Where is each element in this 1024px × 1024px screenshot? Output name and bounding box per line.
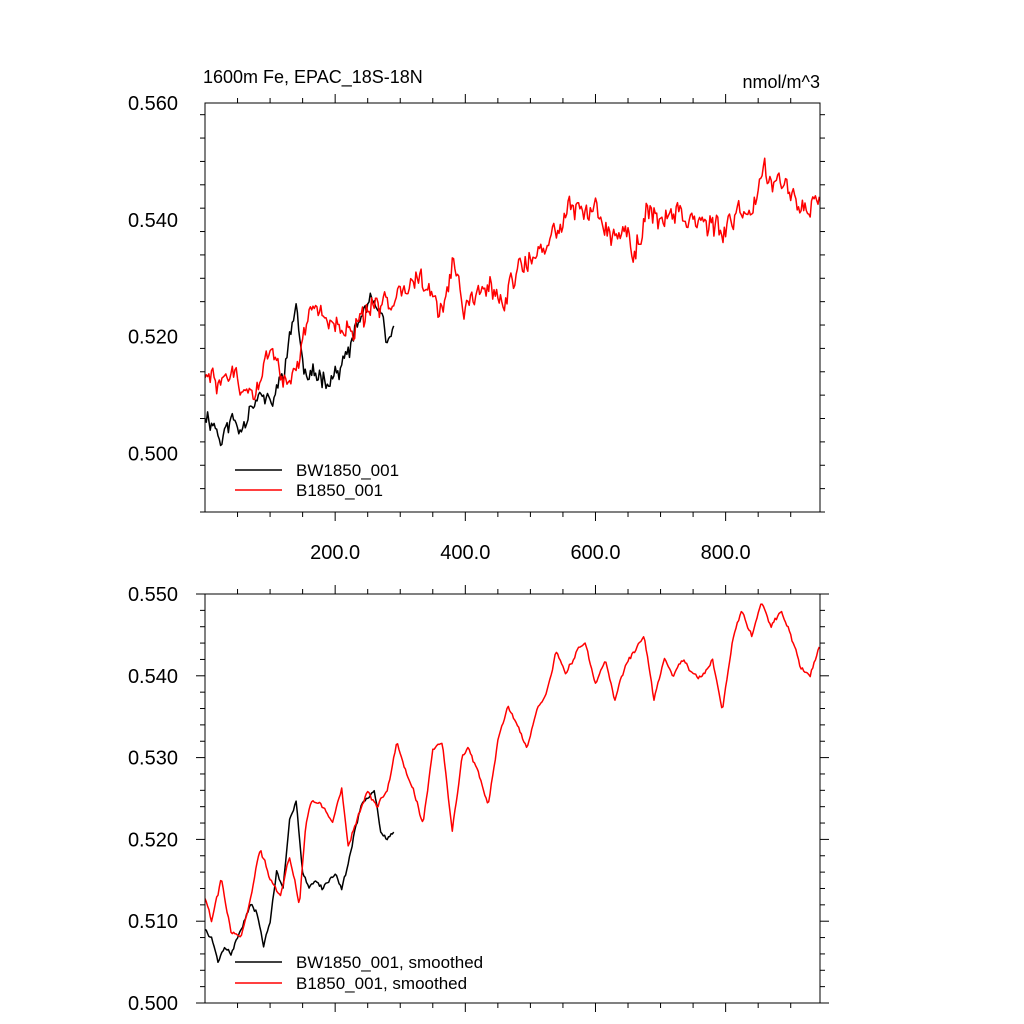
top-series-layer bbox=[205, 157, 820, 447]
bottom-series-layer bbox=[205, 603, 820, 964]
plot-frame bbox=[204, 102, 821, 513]
legend-label-bw1850: BW1850_001 bbox=[296, 461, 399, 480]
series-line-top-bw1850 bbox=[205, 292, 395, 447]
y-tick-label: 0.520 bbox=[128, 829, 178, 851]
y-tick-label: 0.540 bbox=[128, 210, 178, 232]
top-panel: 1600m Fe, EPAC_18S-18N nmol/m^3 0.5000.5… bbox=[128, 67, 825, 564]
y-tick-label: 0.500 bbox=[128, 993, 178, 1015]
units-label: nmol/m^3 bbox=[743, 72, 820, 92]
bottom-axis-layer: 0.500 0.510 0.520 0.530 0.540 0.550 bbox=[128, 584, 829, 1015]
series-line-top-b1850 bbox=[205, 157, 820, 401]
y-tick-label: 0.550 bbox=[128, 584, 178, 606]
top-axis-layer: 0.500 0.520 0.540 0.560 200.0 400.0 600.0 800.0 bbox=[128, 93, 825, 564]
x-tick-label: 800.0 bbox=[701, 542, 751, 564]
x-tick-label: 200.0 bbox=[310, 542, 360, 564]
x-tick-label: 400.0 bbox=[440, 542, 490, 564]
y-tick-label: 0.510 bbox=[128, 911, 178, 933]
y-tick-label: 0.520 bbox=[128, 327, 178, 349]
legend-label-bw1850-smoothed: BW1850_001, smoothed bbox=[296, 953, 483, 972]
bottom-panel: 0.500 0.510 0.520 0.530 0.540 0.550 BW1850_00… bbox=[128, 584, 829, 1015]
y-tick-label: 0.530 bbox=[128, 748, 178, 770]
bottom-legend: BW1850_001, smoothed B1850_001, smoothed bbox=[235, 953, 483, 993]
y-tick-label: 0.500 bbox=[128, 444, 178, 466]
top-legend: BW1850_001 B1850_001 bbox=[235, 461, 399, 500]
legend-label-b1850-smoothed: B1850_001, smoothed bbox=[296, 974, 467, 993]
x-tick-label: 600.0 bbox=[570, 542, 620, 564]
legend-label-b1850: B1850_001 bbox=[296, 481, 383, 500]
y-tick-label: 0.540 bbox=[128, 666, 178, 688]
y-tick-label: 0.560 bbox=[128, 93, 178, 115]
series-line-bottom-bw1850 bbox=[205, 789, 395, 964]
series-line-bottom-b1850 bbox=[205, 603, 820, 938]
top-panel-title: 1600m Fe, EPAC_18S-18N bbox=[203, 67, 423, 88]
plot-frame bbox=[204, 593, 821, 1004]
